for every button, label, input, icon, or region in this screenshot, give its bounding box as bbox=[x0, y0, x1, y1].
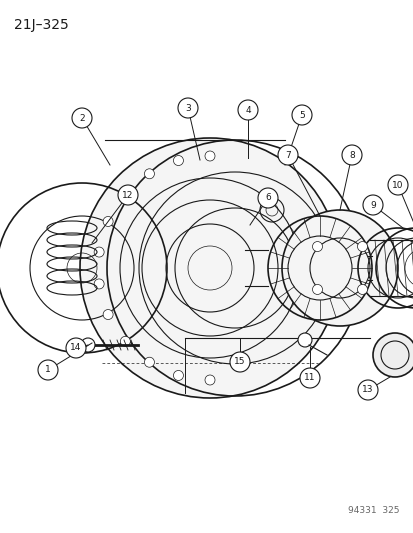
Circle shape bbox=[312, 241, 322, 252]
Text: 4: 4 bbox=[244, 106, 250, 115]
Circle shape bbox=[173, 156, 183, 166]
Circle shape bbox=[66, 338, 86, 358]
Circle shape bbox=[94, 279, 104, 289]
Circle shape bbox=[281, 210, 397, 326]
Circle shape bbox=[312, 285, 322, 294]
Circle shape bbox=[120, 336, 130, 346]
Circle shape bbox=[118, 185, 138, 205]
Text: 13: 13 bbox=[361, 385, 373, 394]
Text: 8: 8 bbox=[348, 150, 354, 159]
Circle shape bbox=[103, 216, 113, 227]
Text: 15: 15 bbox=[234, 358, 245, 367]
Circle shape bbox=[103, 310, 113, 319]
Circle shape bbox=[237, 100, 257, 120]
Circle shape bbox=[230, 352, 249, 372]
Circle shape bbox=[120, 190, 130, 200]
Circle shape bbox=[94, 247, 104, 257]
Text: 1: 1 bbox=[45, 366, 51, 375]
Circle shape bbox=[387, 175, 407, 195]
Text: 11: 11 bbox=[304, 374, 315, 383]
Circle shape bbox=[372, 333, 413, 377]
Circle shape bbox=[144, 357, 154, 367]
Circle shape bbox=[204, 151, 214, 161]
Text: 10: 10 bbox=[391, 181, 403, 190]
Text: 94331  325: 94331 325 bbox=[348, 506, 399, 515]
Circle shape bbox=[173, 370, 183, 381]
Circle shape bbox=[204, 375, 214, 385]
Circle shape bbox=[341, 145, 361, 165]
Text: 14: 14 bbox=[70, 343, 81, 352]
Text: 9: 9 bbox=[369, 200, 375, 209]
Text: 12: 12 bbox=[122, 190, 133, 199]
Circle shape bbox=[357, 380, 377, 400]
Circle shape bbox=[299, 368, 319, 388]
Text: 5: 5 bbox=[299, 110, 304, 119]
Circle shape bbox=[257, 188, 277, 208]
Text: 21J–325: 21J–325 bbox=[14, 18, 69, 32]
Text: 3: 3 bbox=[185, 103, 190, 112]
Circle shape bbox=[81, 338, 95, 352]
Circle shape bbox=[297, 333, 311, 347]
Circle shape bbox=[357, 241, 367, 252]
Circle shape bbox=[277, 145, 297, 165]
Circle shape bbox=[291, 105, 311, 125]
Circle shape bbox=[144, 169, 154, 179]
Circle shape bbox=[38, 360, 58, 380]
Circle shape bbox=[72, 108, 92, 128]
Text: 7: 7 bbox=[285, 150, 290, 159]
Circle shape bbox=[80, 138, 339, 398]
Text: 6: 6 bbox=[264, 193, 270, 203]
Circle shape bbox=[178, 98, 197, 118]
Circle shape bbox=[357, 285, 367, 294]
Circle shape bbox=[362, 195, 382, 215]
Text: 2: 2 bbox=[79, 114, 85, 123]
